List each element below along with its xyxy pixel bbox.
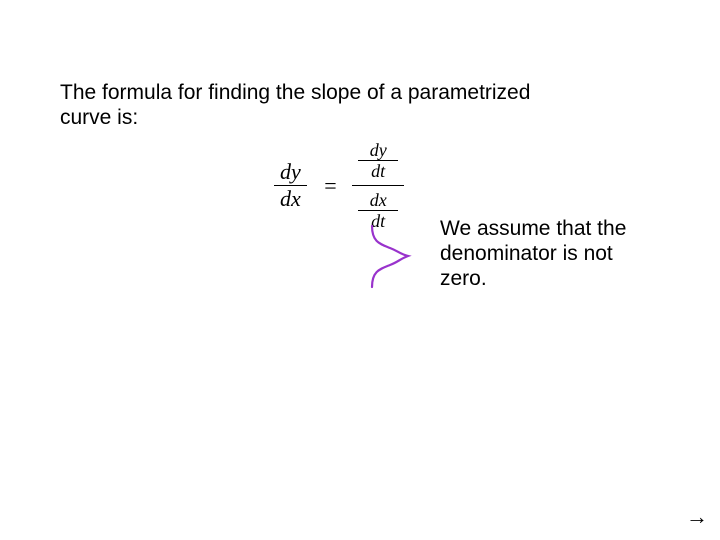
annotation-text: We assume that the denominator is not ze… [440,216,650,292]
equals-sign: = [314,173,346,199]
formula: dy dx = dy dt dx dt [272,140,404,231]
intro-text: The formula for finding the slope of a p… [60,80,580,130]
rhs-bot-num: dx [352,190,404,210]
rhs-top-den: dt [352,161,404,181]
rhs-top-fraction: dy dt [352,140,404,181]
curly-brace-icon [370,224,440,289]
lhs-denominator: dx [272,186,309,212]
next-arrow-icon[interactable]: → [686,504,708,530]
rhs-fraction: dy dt dx dt [352,140,404,231]
lhs-numerator: dy [272,159,309,185]
lhs-fraction: dy dx [272,159,309,212]
outer-fraction-bar [352,185,404,186]
rhs-top-num: dy [352,140,404,160]
